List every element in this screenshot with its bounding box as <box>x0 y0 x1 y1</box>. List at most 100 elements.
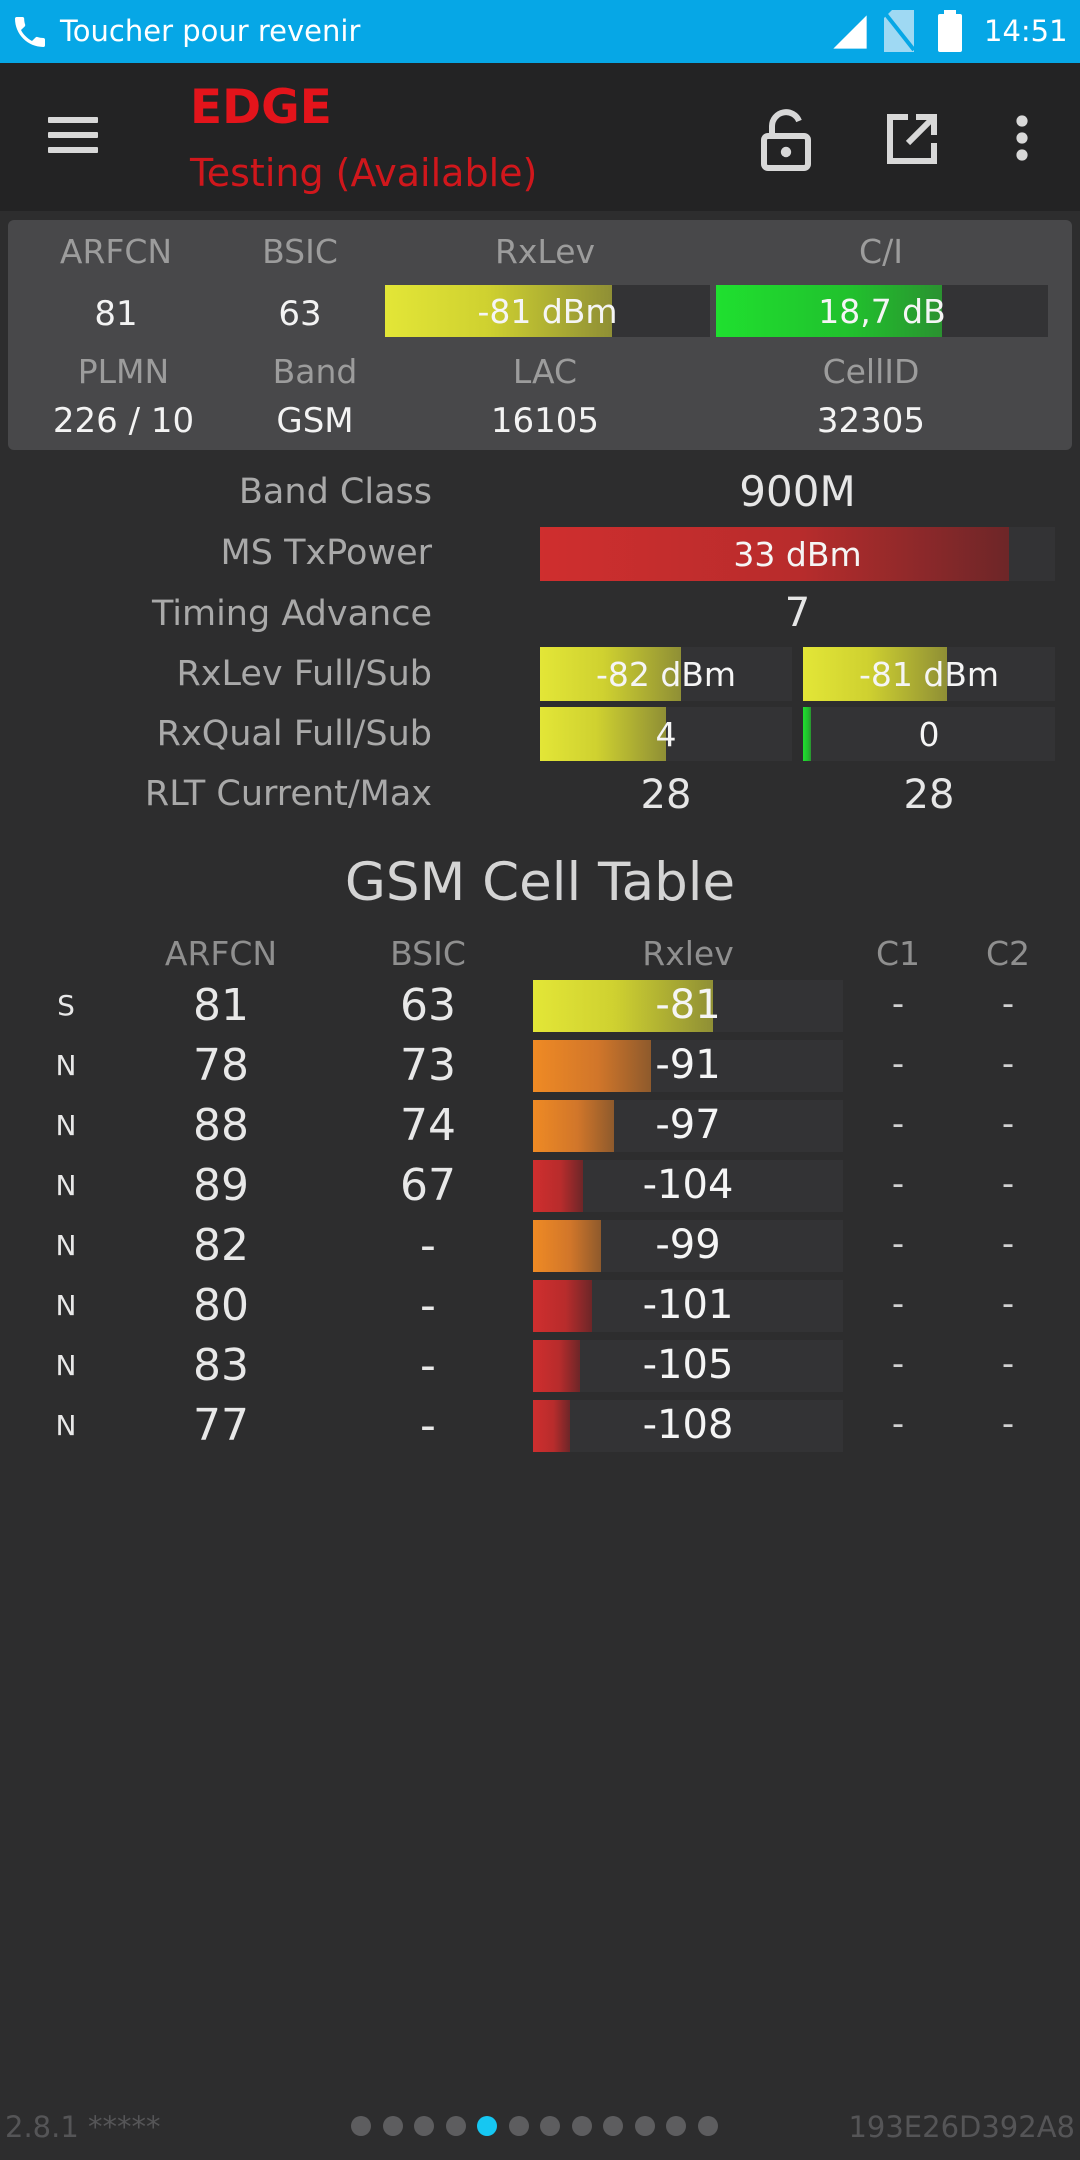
cell-c1: - <box>891 1284 905 1324</box>
col-header-c2: C2 <box>985 934 1031 973</box>
cell-rxlev-fill <box>533 1040 651 1092</box>
rxlev-label: RxLev <box>494 232 596 271</box>
band-label: Band <box>272 352 358 391</box>
cell-c1: - <box>891 1044 905 1084</box>
plmn-value: 226 / 10 <box>52 401 195 441</box>
cell-rxlev-value: -91 <box>655 1042 721 1088</box>
rxlev-sub-meter: -81 dBm <box>803 647 1055 701</box>
cellid-value: 32305 <box>816 401 926 441</box>
rxlev-full-text: -82 dBm <box>595 655 737 694</box>
cell-rxlev-meter: -97 <box>533 1100 843 1152</box>
col-header-arfcn: ARFCN <box>164 934 278 973</box>
cell-type: N <box>55 1109 77 1142</box>
page-dot[interactable] <box>508 2116 529 2136</box>
rxqual-sub-fill <box>803 707 811 761</box>
cell-bsic: - <box>420 1220 436 1271</box>
cell-rxlev-fill <box>533 1160 583 1212</box>
clock: 14:51 <box>984 14 1068 48</box>
ci-meter: 18,7 dB <box>716 285 1048 337</box>
arfcn-value: 81 <box>94 294 138 334</box>
lac-value: 16105 <box>490 401 600 441</box>
page-dot[interactable] <box>414 2116 434 2136</box>
cell-rxlev-fill <box>533 980 713 1032</box>
ci-label: C/I <box>859 232 903 271</box>
page-dot[interactable] <box>351 2116 371 2136</box>
cell-type: N <box>55 1229 77 1262</box>
rxlev-meter-text: -81 dBm <box>477 292 618 331</box>
ms-txpower-meter: 33 dBm <box>540 527 1055 581</box>
ci-meter-text: 18,7 dB <box>818 292 946 331</box>
open-external-icon[interactable] <box>884 111 940 167</box>
page-dot[interactable] <box>666 2116 686 2136</box>
signal-icon <box>830 12 870 52</box>
cell-bsic: 67 <box>400 1160 456 1211</box>
cell-arfcn: 89 <box>193 1160 249 1211</box>
cell-arfcn: 82 <box>193 1220 249 1271</box>
page-dot[interactable] <box>634 2116 655 2136</box>
cell-type: N <box>55 1289 77 1322</box>
status-bar[interactable]: Toucher pour revenir 14:51 <box>0 0 1080 63</box>
ms-txpower-text: 33 dBm <box>733 535 862 574</box>
page-dot[interactable] <box>571 2116 592 2136</box>
ms-txpower-fill <box>540 527 1009 581</box>
cell-c2: - <box>1001 1344 1015 1384</box>
cell-bsic: 73 <box>400 1040 456 1091</box>
rxlev-full-fill <box>540 647 681 701</box>
cell-rxlev-value: -101 <box>642 1282 734 1328</box>
band-class-value: 900M <box>739 467 856 516</box>
rlt-current-max-label: RLT Current/Max <box>144 774 432 814</box>
return-to-call-text[interactable]: Toucher pour revenir <box>60 14 361 48</box>
arfcn-label: ARFCN <box>59 232 173 271</box>
cell-arfcn: 78 <box>193 1040 249 1091</box>
ms-txpower-label: MS TxPower <box>220 533 432 573</box>
cell-rxlev-value: -104 <box>642 1162 734 1208</box>
rxqual-sub-text: 0 <box>918 715 940 754</box>
page-dot[interactable] <box>445 2116 466 2136</box>
page-dot[interactable] <box>382 2116 403 2136</box>
band-class-label: Band Class <box>238 472 432 512</box>
rxlev-full-sub-label: RxLev Full/Sub <box>176 654 432 694</box>
rxqual-sub-meter: 0 <box>803 707 1055 761</box>
cell-c1: - <box>891 1164 905 1204</box>
rlt-current-value: 28 <box>640 772 692 818</box>
cell-rxlev-fill <box>533 1340 580 1392</box>
rlt-max-value: 28 <box>903 772 955 818</box>
cell-rxlev-fill <box>533 1220 601 1272</box>
cellid-label: CellID <box>822 352 920 391</box>
battery-icon <box>938 10 962 52</box>
cell-rxlev-fill <box>533 1100 614 1152</box>
cell-rxlev-meter: -99 <box>533 1220 843 1272</box>
cell-c1: - <box>891 1224 905 1264</box>
cell-c1: - <box>891 1104 905 1144</box>
col-header-bsic: BSIC <box>390 934 466 973</box>
bsic-value: 63 <box>278 294 322 334</box>
cell-rxlev-meter: -108 <box>533 1400 843 1452</box>
cell-bsic: - <box>420 1340 436 1391</box>
page-dot[interactable] <box>603 2116 623 2136</box>
cell-type: N <box>55 1049 77 1082</box>
cell-arfcn: 88 <box>193 1100 249 1151</box>
cell-rxlev-meter: -105 <box>533 1340 843 1392</box>
page-dot[interactable] <box>697 2116 718 2136</box>
hamburger-icon[interactable] <box>48 117 98 162</box>
rxlev-meter-fill <box>385 285 612 337</box>
cell-c1: - <box>891 1404 905 1444</box>
cell-bsic: 74 <box>400 1100 456 1151</box>
lock-open-icon[interactable] <box>758 108 814 172</box>
cell-rxlev-meter: -101 <box>533 1280 843 1332</box>
more-vert-icon[interactable] <box>1010 113 1034 163</box>
band-value: GSM <box>276 401 354 441</box>
cell-rxlev-meter: -104 <box>533 1160 843 1212</box>
cell-table-title: GSM Cell Table <box>344 852 736 913</box>
cell-c1: - <box>891 1344 905 1384</box>
cell-c1: - <box>891 984 905 1024</box>
cell-rxlev-fill <box>533 1280 592 1332</box>
timing-advance-label: Timing Advance <box>151 594 432 634</box>
cell-rxlev-value: -99 <box>655 1222 721 1268</box>
cell-rxlev-meter: -91 <box>533 1040 843 1092</box>
cell-c2: - <box>1001 1164 1015 1204</box>
cell-c2: - <box>1001 1284 1015 1324</box>
page-dot[interactable] <box>477 2116 497 2136</box>
cell-bsic: 63 <box>400 980 456 1031</box>
page-dot[interactable] <box>540 2116 560 2136</box>
